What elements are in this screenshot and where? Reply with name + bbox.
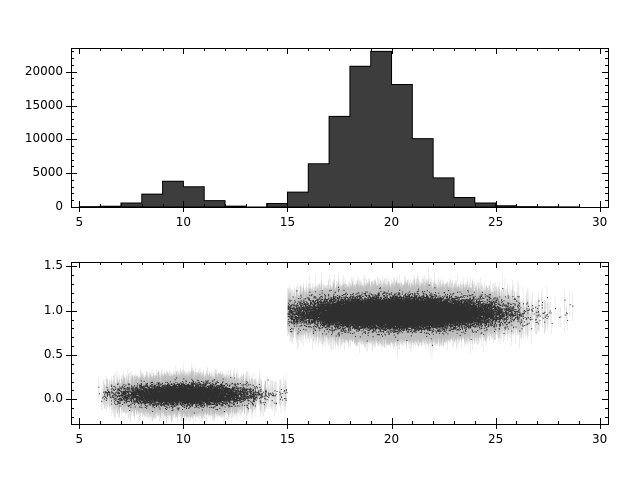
scatter-data bbox=[98, 267, 574, 423]
scatter-panel-frame bbox=[66, 262, 609, 429]
scatter-ytick-label-0p0: 0.0 bbox=[43, 391, 63, 406]
histogram-ytick-label-20000: 20000 bbox=[24, 63, 63, 78]
scatter-xtick-label-5: 5 bbox=[75, 432, 84, 446]
histogram-xtick-label-20: 20 bbox=[383, 215, 400, 229]
scatter-ticks bbox=[66, 262, 608, 429]
histogram-xtick-label-30: 30 bbox=[592, 215, 608, 229]
histogram-xtick-label-10: 10 bbox=[175, 215, 192, 229]
histogram-ytick-label-5000: 5000 bbox=[32, 165, 63, 180]
histogram-ytick-label-10000: 10000 bbox=[24, 131, 63, 146]
histogram-xtick-label-15: 15 bbox=[279, 215, 296, 229]
scatter-ytick-label-1p5: 1.5 bbox=[43, 258, 63, 273]
scatter-ytick-label-0p5: 0.5 bbox=[43, 346, 63, 361]
histogram-panel-frame bbox=[66, 48, 609, 212]
scatter-ytick-label-1p0: 1.0 bbox=[43, 302, 63, 317]
histogram-xtick-label-25: 25 bbox=[487, 215, 504, 229]
scatter-xtick-label-25: 25 bbox=[487, 432, 504, 446]
scatter-xtick-label-20: 20 bbox=[383, 432, 400, 446]
scatter-xtick-label-30: 30 bbox=[592, 432, 608, 446]
histogram-ytick-label-15000: 15000 bbox=[24, 97, 63, 112]
histogram-ytick-label-0: 0 bbox=[55, 199, 63, 213]
histogram-bars bbox=[78, 50, 580, 208]
scatter-xtick-label-10: 10 bbox=[175, 432, 192, 446]
histogram-xtick-label-5: 5 bbox=[75, 215, 84, 229]
histogram-ticks bbox=[66, 48, 608, 212]
scatter-xtick-label-15: 15 bbox=[279, 432, 296, 446]
